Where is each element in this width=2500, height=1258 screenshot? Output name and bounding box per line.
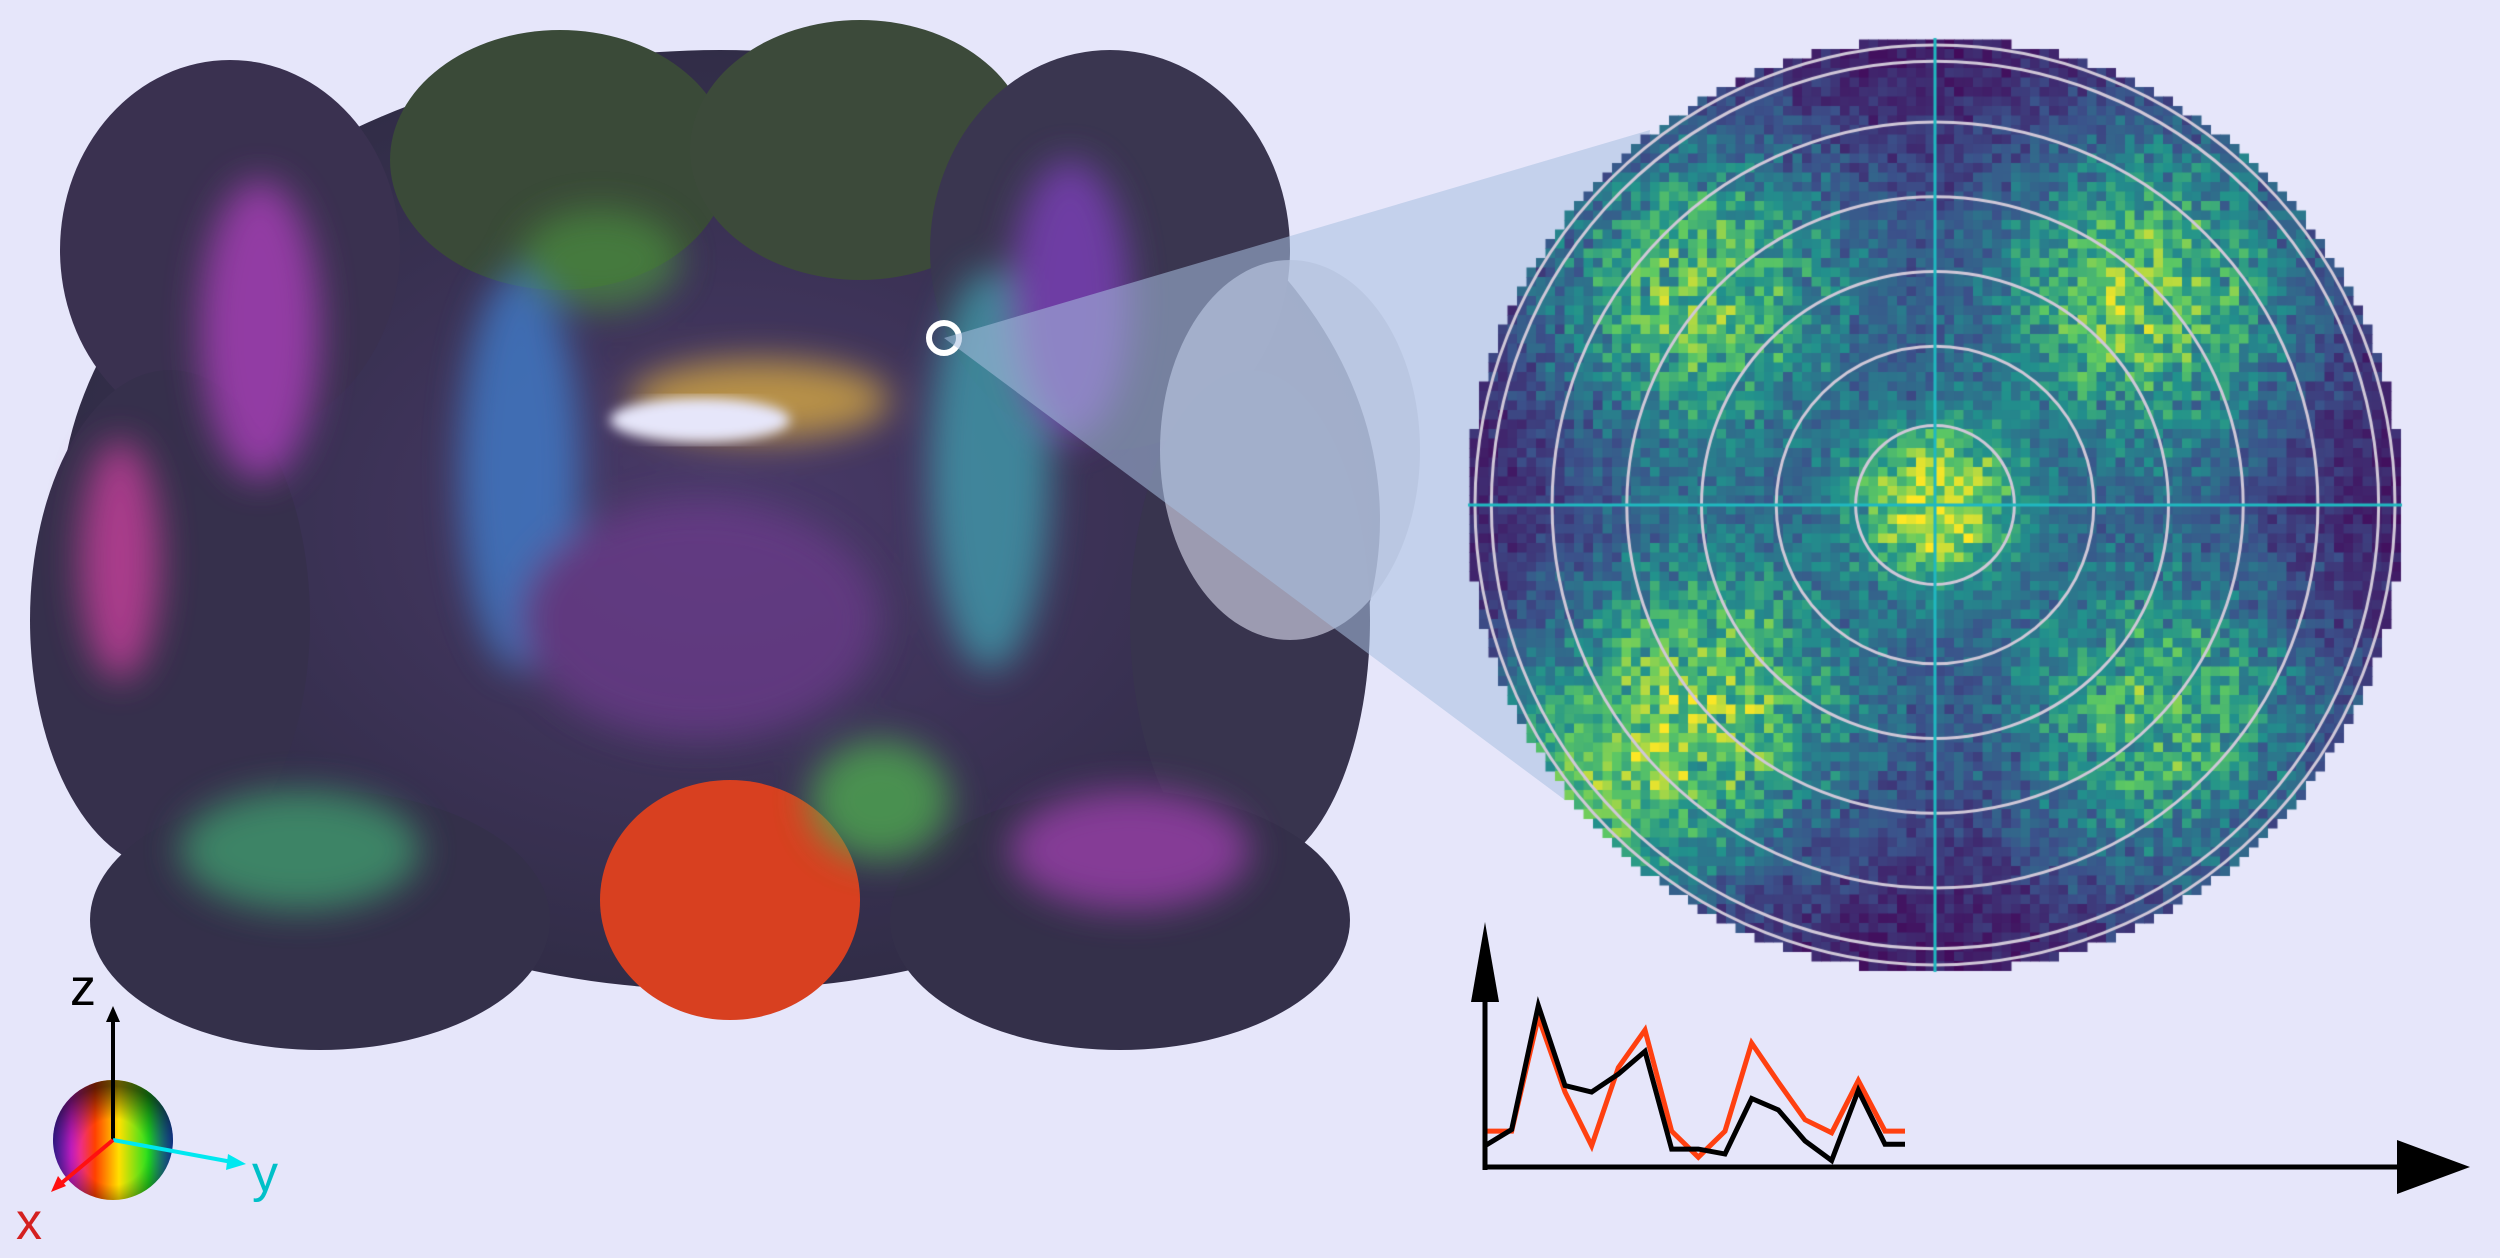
series-line-0 <box>1485 1008 1905 1161</box>
series-line-1 <box>1483 996 1905 1165</box>
y-axis-label: y <box>252 1145 278 1203</box>
brain-tissue <box>30 20 1420 1050</box>
x-axis-arrow <box>2397 1140 2470 1194</box>
z-axis-label: z <box>70 959 96 1017</box>
brain-section-image <box>30 20 1420 1050</box>
x-arrow <box>56 1138 115 1188</box>
polar-heatmap <box>1460 30 2410 980</box>
orientation-sphere-legend <box>51 1006 246 1200</box>
y-axis-arrow <box>1471 922 1499 1002</box>
y-arrow <box>112 1138 233 1164</box>
x-axis-label: x <box>16 1193 42 1251</box>
line-chart <box>1471 922 2470 1194</box>
